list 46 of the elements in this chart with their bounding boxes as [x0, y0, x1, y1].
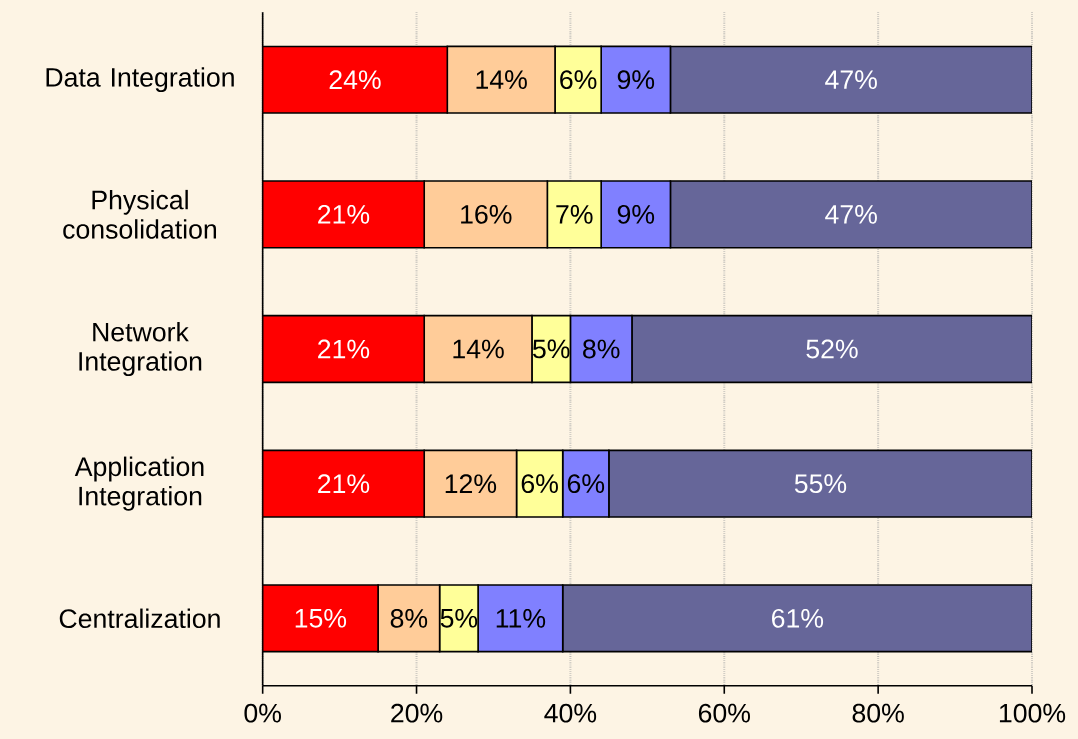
data-label: 8%: [583, 339, 620, 359]
bar: [262, 45, 449, 114]
data-label: 21%: [318, 339, 370, 359]
data-label: 21%: [318, 474, 370, 494]
x-tick-label: 40%: [544, 703, 597, 723]
bar: [262, 180, 426, 249]
x-tick-label: 60%: [698, 703, 750, 723]
x-tick-label: 80%: [852, 703, 904, 723]
data-label: 8%: [390, 608, 428, 628]
y-tick-label: Data Integration: [46, 67, 234, 93]
data-label: 16%: [461, 204, 512, 224]
data-label: 24%: [329, 70, 381, 90]
bar: [561, 584, 1033, 653]
data-label: 52%: [806, 339, 858, 359]
data-label: 47%: [825, 205, 877, 224]
bar: [262, 584, 379, 653]
data-label: 55%: [794, 474, 847, 494]
data-label: 14%: [453, 339, 504, 359]
y-tick-label: Application Integration: [74, 456, 204, 511]
data-label: 9%: [617, 70, 655, 90]
data-label: 11%: [496, 609, 546, 628]
bar: [669, 45, 1033, 114]
bar: [669, 180, 1033, 249]
data-label: 5%: [440, 608, 478, 628]
data-label: 6%: [560, 70, 597, 90]
data-label: 12%: [445, 474, 497, 494]
y-tick-label: Physical consolidation: [63, 189, 217, 239]
data-label: 15%: [295, 608, 347, 628]
data-label: 47%: [825, 70, 877, 89]
data-label: 6%: [567, 474, 605, 494]
x-tick-label: 0%: [244, 703, 281, 723]
y-tick-label: Centralization: [59, 608, 220, 629]
data-label: 6%: [521, 474, 558, 494]
bar: [262, 449, 426, 518]
y-tick-label: Network Integration: [79, 321, 202, 377]
bar: [608, 449, 1033, 518]
x-tick-label: 20%: [391, 703, 443, 723]
bar: [631, 314, 1033, 384]
data-label: 7%: [556, 205, 593, 224]
data-label: 5%: [532, 339, 570, 359]
x-tick-label: 100%: [999, 703, 1066, 723]
data-label: 9%: [617, 204, 655, 224]
data-label: 14%: [476, 70, 527, 89]
data-label: 61%: [772, 608, 824, 628]
data-label: 21%: [318, 204, 370, 224]
bar: [262, 314, 426, 384]
